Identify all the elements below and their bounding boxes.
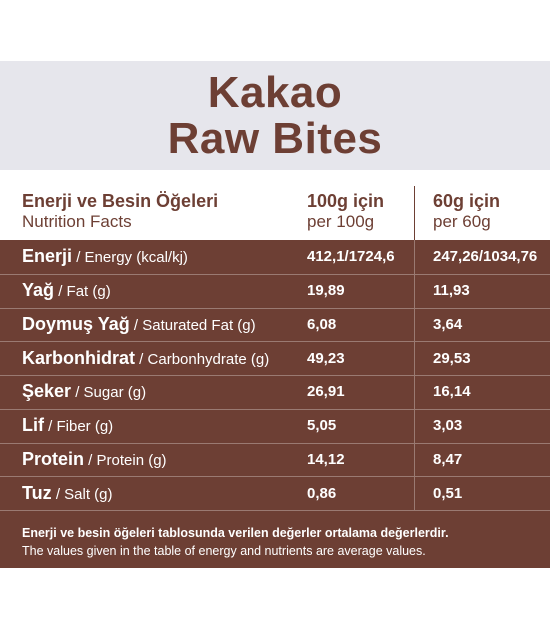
header-nutrient-column: Enerji ve Besin Öğeleri Nutrition Facts: [22, 190, 218, 232]
nutrient-name-tr: Tuz: [22, 482, 52, 503]
nutrient-name-en: / Saturated Fat (g): [129, 316, 256, 334]
nutrient-name-en: / Carbonhydrate (g): [135, 350, 270, 368]
value-per-100g: 412,1/1724,6: [307, 248, 395, 266]
value-per-100g: 5,05: [307, 417, 337, 435]
nutrient-name-en: / Fiber (g): [44, 418, 114, 436]
row-divider: [0, 375, 550, 376]
value-per-60g: 0,51: [433, 484, 463, 502]
header-100g-en: per 100g: [307, 212, 375, 231]
value-per-100g: 26,91: [307, 383, 345, 401]
value-per-60g: 3,03: [433, 417, 463, 435]
value-per-60g: 8,47: [433, 450, 463, 468]
value-per-60g: 247,26/1034,76: [433, 248, 538, 266]
value-per-60g: 3,64: [433, 315, 463, 333]
nutrient-label: Protein / Protein (g): [22, 449, 167, 470]
table-row: Protein / Protein (g) 14,12 8,47: [0, 443, 550, 477]
title-band: Kakao Raw Bites: [0, 61, 550, 170]
row-divider: [0, 442, 550, 444]
nutrient-name-tr: Doymuş Yağ: [22, 313, 130, 334]
nutrient-label: Yağ / Fat (g): [22, 280, 111, 301]
nutrient-label: Karbonhidrat / Carbonhydrate (g): [22, 348, 269, 369]
value-per-60g: 11,93: [433, 282, 470, 300]
header-60g-en: per 60g: [433, 212, 491, 231]
value-per-100g: 0,86: [307, 484, 337, 502]
nutrient-label: Enerji / Energy (kcal/kj): [22, 246, 188, 267]
header-nutrient-tr: Enerji ve Besin Öğeleri: [22, 191, 219, 211]
nutrient-name-en: / Protein (g): [84, 451, 167, 469]
value-per-100g: 6,08: [307, 315, 337, 333]
nutrient-name-tr: Yağ: [22, 280, 55, 301]
row-divider: [0, 408, 550, 410]
header-60g-tr: 60g için: [433, 191, 501, 211]
header-60g-column: 60g için per 60g: [433, 190, 500, 232]
product-title-line-1: Kakao: [207, 67, 343, 117]
nutrition-table: Enerji / Energy (kcal/kj) 412,1/1724,6 247…: [0, 240, 550, 510]
row-divider: [0, 476, 550, 478]
value-per-60g: 29,53: [433, 349, 471, 367]
nutrient-name-en: / Salt (g): [51, 485, 113, 503]
nutrient-name-en: / Sugar (g): [71, 384, 147, 402]
nutrient-label: Doymuş Yağ / Saturated Fat (g): [22, 314, 256, 335]
footnote-en: The values given in the table of energy …: [22, 544, 426, 558]
value-per-60g: 16,14: [433, 383, 471, 401]
nutrient-name-en: / Fat (g): [54, 283, 111, 301]
nutrient-label: Şeker / Sugar (g): [22, 381, 146, 402]
row-divider: [0, 341, 550, 343]
table-row: Şeker / Sugar (g) 26,91 16,14: [0, 375, 550, 409]
nutrient-name-tr: Enerji: [22, 246, 73, 267]
nutrient-name-tr: Lif: [22, 415, 44, 436]
nutrient-label: Tuz / Salt (g): [22, 483, 113, 504]
table-row: Lif / Fiber (g) 5,05 3,03: [0, 409, 550, 443]
nutrient-name-en: / Energy (kcal/kj): [72, 249, 188, 267]
row-divider: [0, 307, 550, 309]
value-per-100g: 49,23: [307, 349, 345, 367]
value-per-100g: 19,89: [307, 282, 345, 300]
nutrient-label: Lif / Fiber (g): [22, 415, 113, 436]
table-row: Tuz / Salt (g) 0,86 0,51: [0, 476, 550, 510]
header-100g-column: 100g için per 100g: [307, 190, 384, 232]
row-divider: [0, 273, 550, 275]
product-title-line-2: Raw Bites: [167, 113, 383, 163]
header-100g-tr: 100g için: [307, 191, 385, 211]
footer-divider: [0, 510, 550, 511]
value-per-100g: 14,12: [307, 450, 345, 468]
nutrient-name-tr: Karbonhidrat: [22, 347, 136, 368]
table-row: Yağ / Fat (g) 19,89 11,93: [0, 274, 550, 308]
nutrient-name-tr: Protein: [22, 448, 85, 469]
table-row: Enerji / Energy (kcal/kj) 412,1/1724,6 247…: [0, 240, 550, 274]
header-nutrient-en: Nutrition Facts: [22, 212, 132, 231]
nutrient-name-tr: Şeker: [22, 381, 72, 402]
table-header: Enerji ve Besin Öğeleri Nutrition Facts …: [0, 170, 550, 240]
header-divider: [414, 186, 415, 240]
table-row: Karbonhidrat / Carbonhydrate (g) 49,23 29,…: [0, 341, 550, 375]
table-row: Doymuş Yağ / Saturated Fat (g) 6,08 3,64: [0, 308, 550, 342]
footer-band: [0, 510, 550, 568]
footnote-tr: Enerji ve besin öğeleri tablosunda veril…: [22, 526, 449, 540]
